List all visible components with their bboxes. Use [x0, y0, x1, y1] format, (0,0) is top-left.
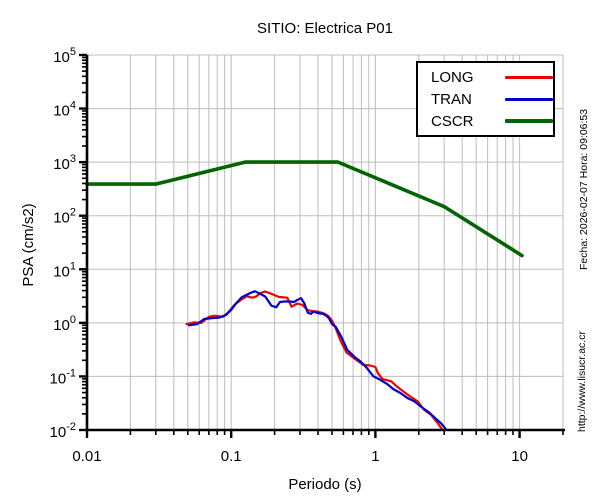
legend-line-sample [504, 97, 553, 101]
x-tick-label: 1 [371, 448, 379, 465]
legend-item-long: LONG [418, 68, 553, 87]
y-axis-label: PSA (cm/s2) [20, 203, 37, 286]
legend-item-label: LONG [431, 68, 474, 86]
url-annotation: http://www.lisucr.ac.cr [576, 331, 588, 432]
series-tran [187, 290, 447, 431]
data-curves [85, 160, 524, 432]
x-tick-label: 0.01 [72, 448, 101, 465]
y-tick-label: 102 [53, 207, 76, 227]
axes-and-ticks [79, 53, 565, 438]
x-axis-label: Periodo (s) [288, 476, 361, 493]
grid-lines [87, 54, 564, 430]
y-tick-label: 100 [53, 314, 76, 334]
series-cscr [85, 160, 524, 258]
legend-item-tran: TRAN [418, 90, 553, 109]
y-tick-label: 10-2 [50, 421, 76, 441]
y-tick-label: 104 [53, 100, 76, 120]
y-tick-label: 105 [53, 46, 76, 66]
legend-item-label: TRAN [431, 90, 472, 108]
legend: LONG TRAN CSCR [416, 61, 555, 137]
y-tick-label: 103 [53, 153, 76, 173]
y-tick-label: 10-1 [50, 367, 76, 387]
legend-line-sample [504, 75, 553, 79]
x-tick-label: 0.1 [221, 448, 242, 465]
legend-item-label: CSCR [431, 112, 474, 130]
chart-title: SITIO: Electrica P01 [257, 20, 393, 37]
legend-line-sample [504, 119, 553, 123]
legend-item-cscr: CSCR [418, 112, 553, 131]
datetime-annotation: Fecha: 2026-02-07 Hora: 09:06:53 [578, 109, 590, 270]
y-tick-label: 101 [53, 260, 76, 280]
x-tick-label: 10 [511, 448, 528, 465]
